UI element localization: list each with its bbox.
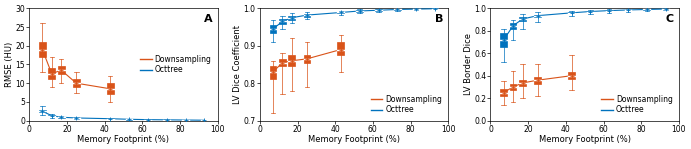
FancyBboxPatch shape [58,117,64,118]
Y-axis label: LV Dice Coefficient: LV Dice Coefficient [233,25,242,104]
FancyBboxPatch shape [288,55,295,66]
Legend: Downsampling, Octtree: Downsampling, Octtree [599,92,675,117]
FancyBboxPatch shape [48,68,55,79]
FancyBboxPatch shape [39,110,46,112]
FancyBboxPatch shape [303,55,310,63]
X-axis label: Memory Footprint (%): Memory Footprint (%) [539,135,631,144]
FancyBboxPatch shape [39,42,46,57]
FancyBboxPatch shape [510,84,516,90]
Y-axis label: LV Border Dice: LV Border Dice [464,34,473,96]
FancyBboxPatch shape [269,25,276,33]
FancyBboxPatch shape [144,119,151,120]
FancyBboxPatch shape [357,10,363,12]
FancyBboxPatch shape [288,16,295,20]
FancyBboxPatch shape [107,118,113,119]
FancyBboxPatch shape [534,77,541,84]
FancyBboxPatch shape [500,89,507,96]
FancyBboxPatch shape [568,12,575,13]
FancyBboxPatch shape [587,11,594,12]
FancyBboxPatch shape [375,10,382,11]
FancyBboxPatch shape [279,19,286,24]
FancyBboxPatch shape [337,12,344,13]
Text: C: C [665,14,674,24]
FancyBboxPatch shape [48,115,55,117]
FancyBboxPatch shape [394,9,401,10]
FancyBboxPatch shape [519,17,526,21]
X-axis label: Memory Footprint (%): Memory Footprint (%) [308,135,400,144]
FancyBboxPatch shape [519,80,526,86]
FancyBboxPatch shape [510,23,516,29]
FancyBboxPatch shape [337,42,344,55]
FancyBboxPatch shape [279,59,286,66]
Legend: Downsampling, Octtree: Downsampling, Octtree [368,92,444,117]
FancyBboxPatch shape [107,83,113,94]
FancyBboxPatch shape [269,66,276,79]
FancyBboxPatch shape [568,72,575,79]
FancyBboxPatch shape [534,15,541,17]
FancyBboxPatch shape [500,33,507,46]
FancyBboxPatch shape [432,8,438,9]
Y-axis label: RMSE (HU): RMSE (HU) [5,42,14,87]
FancyBboxPatch shape [73,79,79,87]
FancyBboxPatch shape [606,10,613,11]
FancyBboxPatch shape [303,14,310,17]
Text: B: B [435,14,444,24]
FancyBboxPatch shape [643,9,650,10]
FancyBboxPatch shape [58,66,64,74]
X-axis label: Memory Footprint (%): Memory Footprint (%) [77,135,169,144]
FancyBboxPatch shape [413,9,419,10]
Legend: Downsampling, Octtree: Downsampling, Octtree [138,52,214,77]
Text: A: A [205,14,213,24]
